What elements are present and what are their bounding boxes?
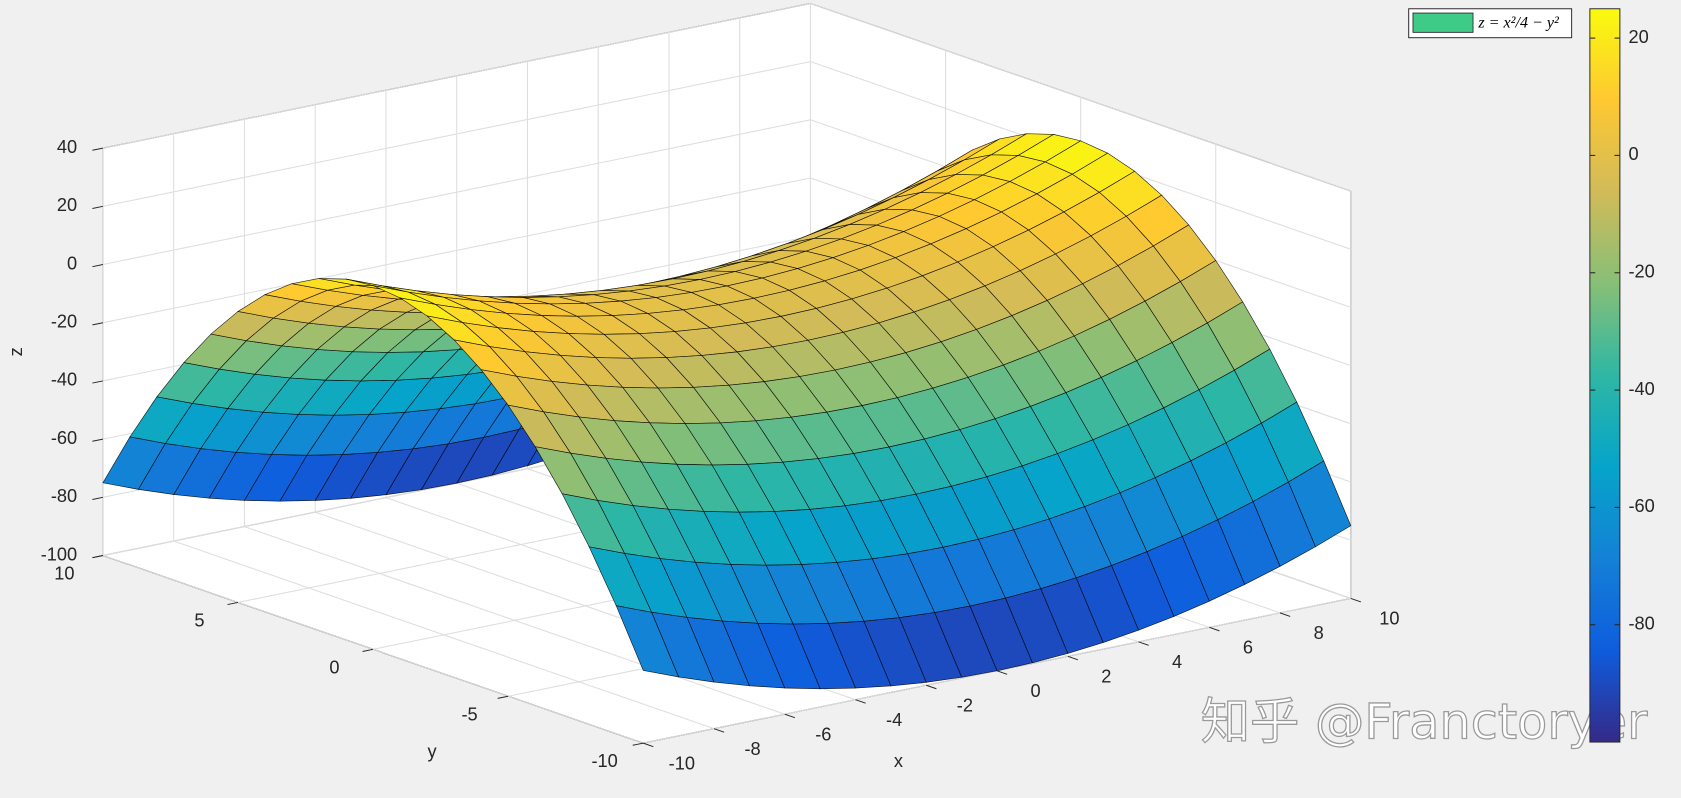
colorbar-tick-label: -20 (1628, 262, 1654, 282)
grid-line (102, 61, 811, 207)
grid-line (102, 177, 811, 324)
z-tick (92, 264, 104, 268)
legend-label: z = x²/4 − y² (1477, 14, 1560, 31)
colorbar-tick-label: -80 (1628, 614, 1654, 634)
x-tick-label: -6 (815, 724, 831, 744)
grid-line (102, 2, 811, 149)
x-tick (1138, 641, 1149, 646)
z-tick (92, 496, 104, 500)
x-tick-label: -4 (886, 710, 902, 730)
z-axis-label: z (6, 347, 26, 356)
y-tick-label: 5 (194, 611, 204, 631)
x-tick (1209, 626, 1220, 632)
x-tick (713, 728, 725, 733)
y-tick-label: 0 (329, 657, 339, 677)
x-tick-label: 6 (1243, 638, 1253, 658)
x-tick-label: 0 (1031, 681, 1041, 701)
colorbar-tick-label: -40 (1628, 379, 1654, 399)
x-axis-label: x (894, 751, 903, 771)
colorbar-tick-label: 0 (1628, 144, 1638, 164)
y-axis-label: y (427, 742, 437, 762)
z-tick (92, 380, 104, 384)
z-tick-label: 20 (57, 195, 77, 215)
z-tick (92, 205, 104, 209)
z-tick-label: -60 (51, 428, 77, 448)
x-tick-label: 8 (1314, 623, 1324, 643)
x-tick (1350, 597, 1362, 603)
z-tick-label: 0 (67, 253, 77, 273)
z-tick (92, 147, 104, 151)
y-tick (227, 601, 239, 606)
colorbar-tick-label: 20 (1628, 27, 1648, 47)
colorbar (1589, 8, 1621, 743)
z-tick-label: -100 (41, 544, 77, 564)
colorbar-tick-label: -60 (1628, 496, 1654, 516)
z-tick-label: 40 (57, 137, 77, 157)
surface-face (615, 605, 680, 678)
x-tick (1279, 612, 1291, 617)
y-tick (632, 742, 644, 746)
x-tick-label: -8 (744, 739, 760, 759)
z-tick-label: -20 (51, 312, 77, 332)
z-tick-label: -80 (51, 486, 77, 506)
x-tick (926, 684, 937, 690)
x-tick (784, 713, 796, 719)
y-tick-label: -10 (591, 751, 617, 771)
watermark: 知乎 @Franctoryer (1201, 692, 1648, 750)
x-tick (855, 699, 866, 704)
x-tick-label: -2 (957, 695, 973, 715)
x-tick (996, 670, 1008, 675)
z-tick-label: -40 (51, 370, 77, 390)
x-tick (1067, 655, 1079, 661)
x-tick-label: 10 (1379, 609, 1399, 629)
legend-swatch (1412, 12, 1474, 33)
z-tick (92, 438, 104, 442)
grid-line (810, 2, 1351, 192)
x-tick-label: 2 (1101, 667, 1111, 687)
y-tick (362, 648, 374, 652)
z-tick (92, 322, 104, 326)
y-tick (497, 695, 509, 699)
y-tick-label: -5 (461, 704, 477, 724)
x-tick-label: 4 (1172, 652, 1182, 672)
x-tick (643, 742, 654, 748)
y-tick-label: 10 (54, 564, 74, 584)
grid-line (102, 119, 811, 266)
x-tick-label: -10 (669, 753, 695, 773)
z-tick (92, 555, 104, 559)
